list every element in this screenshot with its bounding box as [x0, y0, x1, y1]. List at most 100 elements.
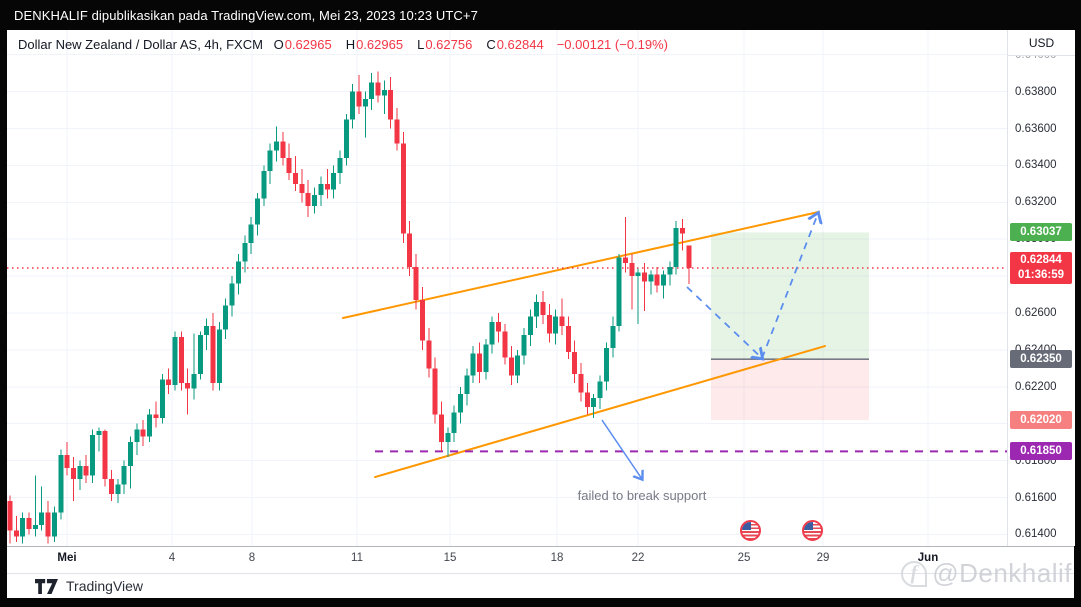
candle: [648, 270, 654, 295]
candle: [159, 373, 165, 424]
candle: [603, 342, 609, 391]
time-tick-label: Mei: [57, 552, 77, 564]
candle: [432, 357, 438, 424]
tradingview-brand[interactable]: TradingView: [66, 578, 144, 594]
loss-zone: [711, 359, 869, 421]
candle: [115, 479, 121, 504]
candle: [248, 217, 254, 254]
candle: [667, 261, 673, 286]
price-badge: 0.61850: [1010, 442, 1072, 461]
candle: [51, 506, 57, 542]
candle: [261, 165, 267, 207]
candle: [654, 266, 660, 293]
candle: [400, 132, 406, 243]
candle: [540, 290, 546, 325]
price-badge: 0.62020: [1010, 411, 1072, 430]
candle: [470, 346, 476, 384]
candle: [591, 394, 597, 419]
change-value: −0.00121 (−0.19%): [556, 37, 669, 52]
candle: [451, 405, 457, 443]
time-tick-label: Jun: [917, 552, 939, 564]
time-tick-label: 25: [737, 552, 751, 564]
publish-bar: DENKHALIF dipublikasikan pada TradingVie…: [0, 0, 1081, 30]
candle: [7, 495, 13, 544]
candle: [388, 76, 394, 129]
candle: [686, 245, 692, 285]
candle: [413, 253, 419, 310]
time-axis[interactable]: Mei 4 8 11 15 18 22 25 29 Jun: [7, 546, 1074, 573]
profit-zone: [711, 232, 869, 360]
candle: [597, 375, 603, 409]
candle: [553, 309, 559, 345]
candle: [45, 501, 51, 544]
us-economic-event-flag[interactable]: [740, 520, 761, 541]
candle: [58, 449, 64, 520]
time-tick-label: 4: [168, 552, 176, 564]
candle: [312, 187, 318, 214]
candle: [362, 91, 368, 138]
candle: [419, 287, 425, 350]
candle: [457, 386, 463, 424]
candle: [515, 349, 521, 384]
candle: [642, 263, 647, 312]
candle: [286, 143, 292, 181]
candle: [185, 368, 191, 415]
price-badge: 0.63037: [1010, 223, 1072, 242]
candle: [375, 71, 381, 103]
price-tick-label: 0.62600: [1015, 307, 1057, 320]
time-tick-label: 18: [550, 552, 564, 564]
price-axis[interactable]: USD 0.640000.638000.636000.634000.632000…: [1007, 30, 1075, 546]
price-badge: 0.62350: [1010, 350, 1072, 369]
high-value: 0.62965: [356, 37, 404, 52]
candle: [635, 268, 641, 325]
candle: [293, 156, 299, 192]
note-arrow: [601, 419, 642, 479]
us-economic-event-flag[interactable]: [802, 520, 823, 541]
candle: [464, 368, 470, 406]
candle: [477, 342, 483, 384]
tradingview-logo-icon[interactable]: [35, 578, 58, 594]
candle: [13, 515, 19, 542]
candle: [661, 270, 667, 299]
author-watermark: f @Denkhalif: [901, 558, 1072, 589]
price-tick-label: 0.63400: [1015, 159, 1057, 172]
candle: [147, 408, 153, 443]
candle: [426, 327, 432, 378]
candle: [299, 169, 305, 203]
candle: [394, 108, 400, 151]
candle: [527, 309, 533, 347]
candle: [578, 362, 584, 402]
candle: [134, 423, 140, 456]
candle: [343, 113, 349, 166]
candle: [89, 429, 95, 483]
candle: [235, 253, 241, 295]
price-tick-label: 0.62200: [1015, 380, 1057, 393]
time-tick-label: 15: [443, 552, 457, 564]
candle: [70, 456, 76, 502]
candle: [305, 180, 311, 218]
trendline-lower: [374, 345, 826, 479]
publish-info: DENKHALIF dipublikasikan pada TradingVie…: [14, 7, 478, 23]
candle: [153, 401, 159, 428]
candle: [128, 436, 134, 489]
candle: [331, 165, 337, 199]
annotation-note: failed to break support: [577, 488, 707, 503]
candle: [242, 235, 248, 273]
open-value: 0.62965: [284, 37, 332, 52]
candle: [610, 316, 616, 358]
low-value: 0.62756: [425, 37, 473, 52]
candle: [77, 460, 83, 491]
candle: [26, 512, 32, 535]
chart-panel: Dollar New Zealand / Dollar AS, 4h, FXCM…: [7, 30, 1075, 598]
candle: [616, 253, 622, 332]
candle: [204, 318, 210, 350]
high-label: H: [345, 37, 356, 52]
candle: [229, 276, 235, 317]
candle: [191, 333, 197, 400]
candle: [534, 294, 540, 328]
candle: [140, 420, 146, 446]
forecast-arrow: [686, 286, 762, 358]
candle: [407, 220, 413, 277]
candle: [584, 383, 590, 415]
candle: [267, 143, 273, 184]
